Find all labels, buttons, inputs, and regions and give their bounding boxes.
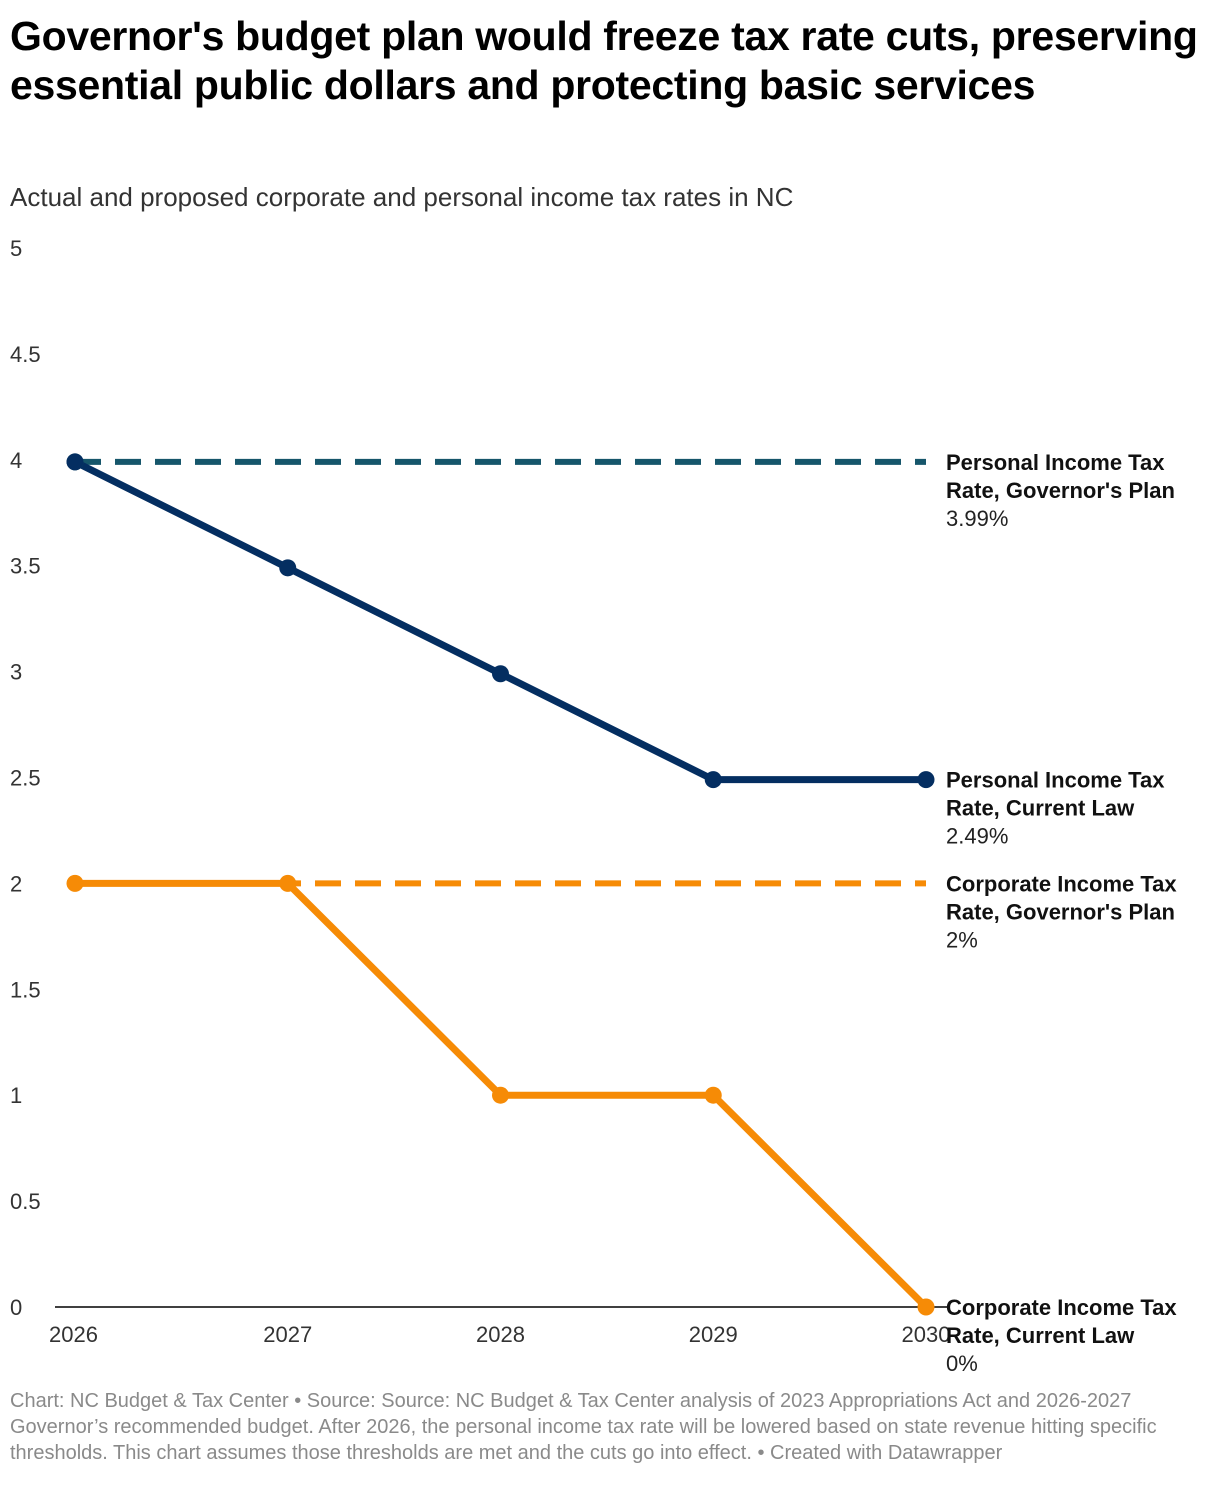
data-point xyxy=(492,665,509,683)
y-tick-label: 0.5 xyxy=(10,1189,41,1214)
data-point xyxy=(66,453,84,471)
data-point xyxy=(66,874,84,892)
series-name-label: Personal Income Tax xyxy=(946,768,1165,793)
y-tick-label: 3.5 xyxy=(10,554,41,579)
series-name-label: Rate, Governor's Plan xyxy=(946,478,1175,503)
y-tick-label: 5 xyxy=(10,236,22,261)
y-tick-label: 4 xyxy=(10,448,22,473)
data-point xyxy=(279,874,297,892)
series-markers xyxy=(66,453,935,1316)
chart-title: Governor's budget plan would freeze tax … xyxy=(10,13,1198,108)
series-value-label: 2% xyxy=(946,927,978,952)
series-name-label: Corporate Income Tax xyxy=(946,871,1177,896)
series-name-label: Corporate Income Tax xyxy=(946,1295,1177,1320)
series-labels: Personal Income Tax Rate, Governor's Plan… xyxy=(946,450,1177,1376)
series-name-label: Rate, Current Law xyxy=(946,796,1135,821)
x-tick-label: 2027 xyxy=(263,1322,312,1347)
chart-subtitle: Actual and proposed corporate and person… xyxy=(10,182,794,212)
series-lines xyxy=(71,458,930,1311)
y-tick-label: 2.5 xyxy=(10,766,41,791)
data-point xyxy=(917,771,935,789)
data-point xyxy=(917,1298,935,1316)
data-point xyxy=(704,1086,722,1104)
series-name-label: Rate, Governor's Plan xyxy=(946,899,1175,924)
y-tick-label: 1 xyxy=(10,1083,22,1108)
chart-footer: Chart: NC Budget & Tax Center • Source: … xyxy=(10,1390,1157,1464)
y-tick-label: 4.5 xyxy=(10,342,41,367)
data-point xyxy=(492,1086,509,1104)
y-tick-label: 3 xyxy=(10,660,22,685)
y-tick-label: 2 xyxy=(10,871,22,896)
series-name-label: Rate, Current Law xyxy=(946,1323,1135,1348)
y-axis: 0 0.5 1 1.5 2 2.5 3 3.5 4 4.5 5 xyxy=(10,236,41,1320)
y-tick-label: 1.5 xyxy=(10,977,41,1002)
series-value-label: 2.49% xyxy=(946,824,1008,849)
series-name-label: Personal Income Tax xyxy=(946,450,1165,475)
series-line xyxy=(71,458,930,784)
x-tick-label: 2029 xyxy=(689,1322,738,1347)
data-point xyxy=(704,771,722,789)
series-value-label: 0% xyxy=(946,1351,978,1376)
y-tick-label: 0 xyxy=(10,1295,22,1320)
data-point xyxy=(279,559,297,577)
x-tick-label: 2030 xyxy=(902,1322,951,1347)
series-value-label: 3.99% xyxy=(946,506,1008,531)
x-tick-label: 2026 xyxy=(49,1322,98,1347)
x-axis: 2026 2027 2028 2029 2030 xyxy=(49,1306,951,1347)
x-tick-label: 2028 xyxy=(476,1322,525,1347)
